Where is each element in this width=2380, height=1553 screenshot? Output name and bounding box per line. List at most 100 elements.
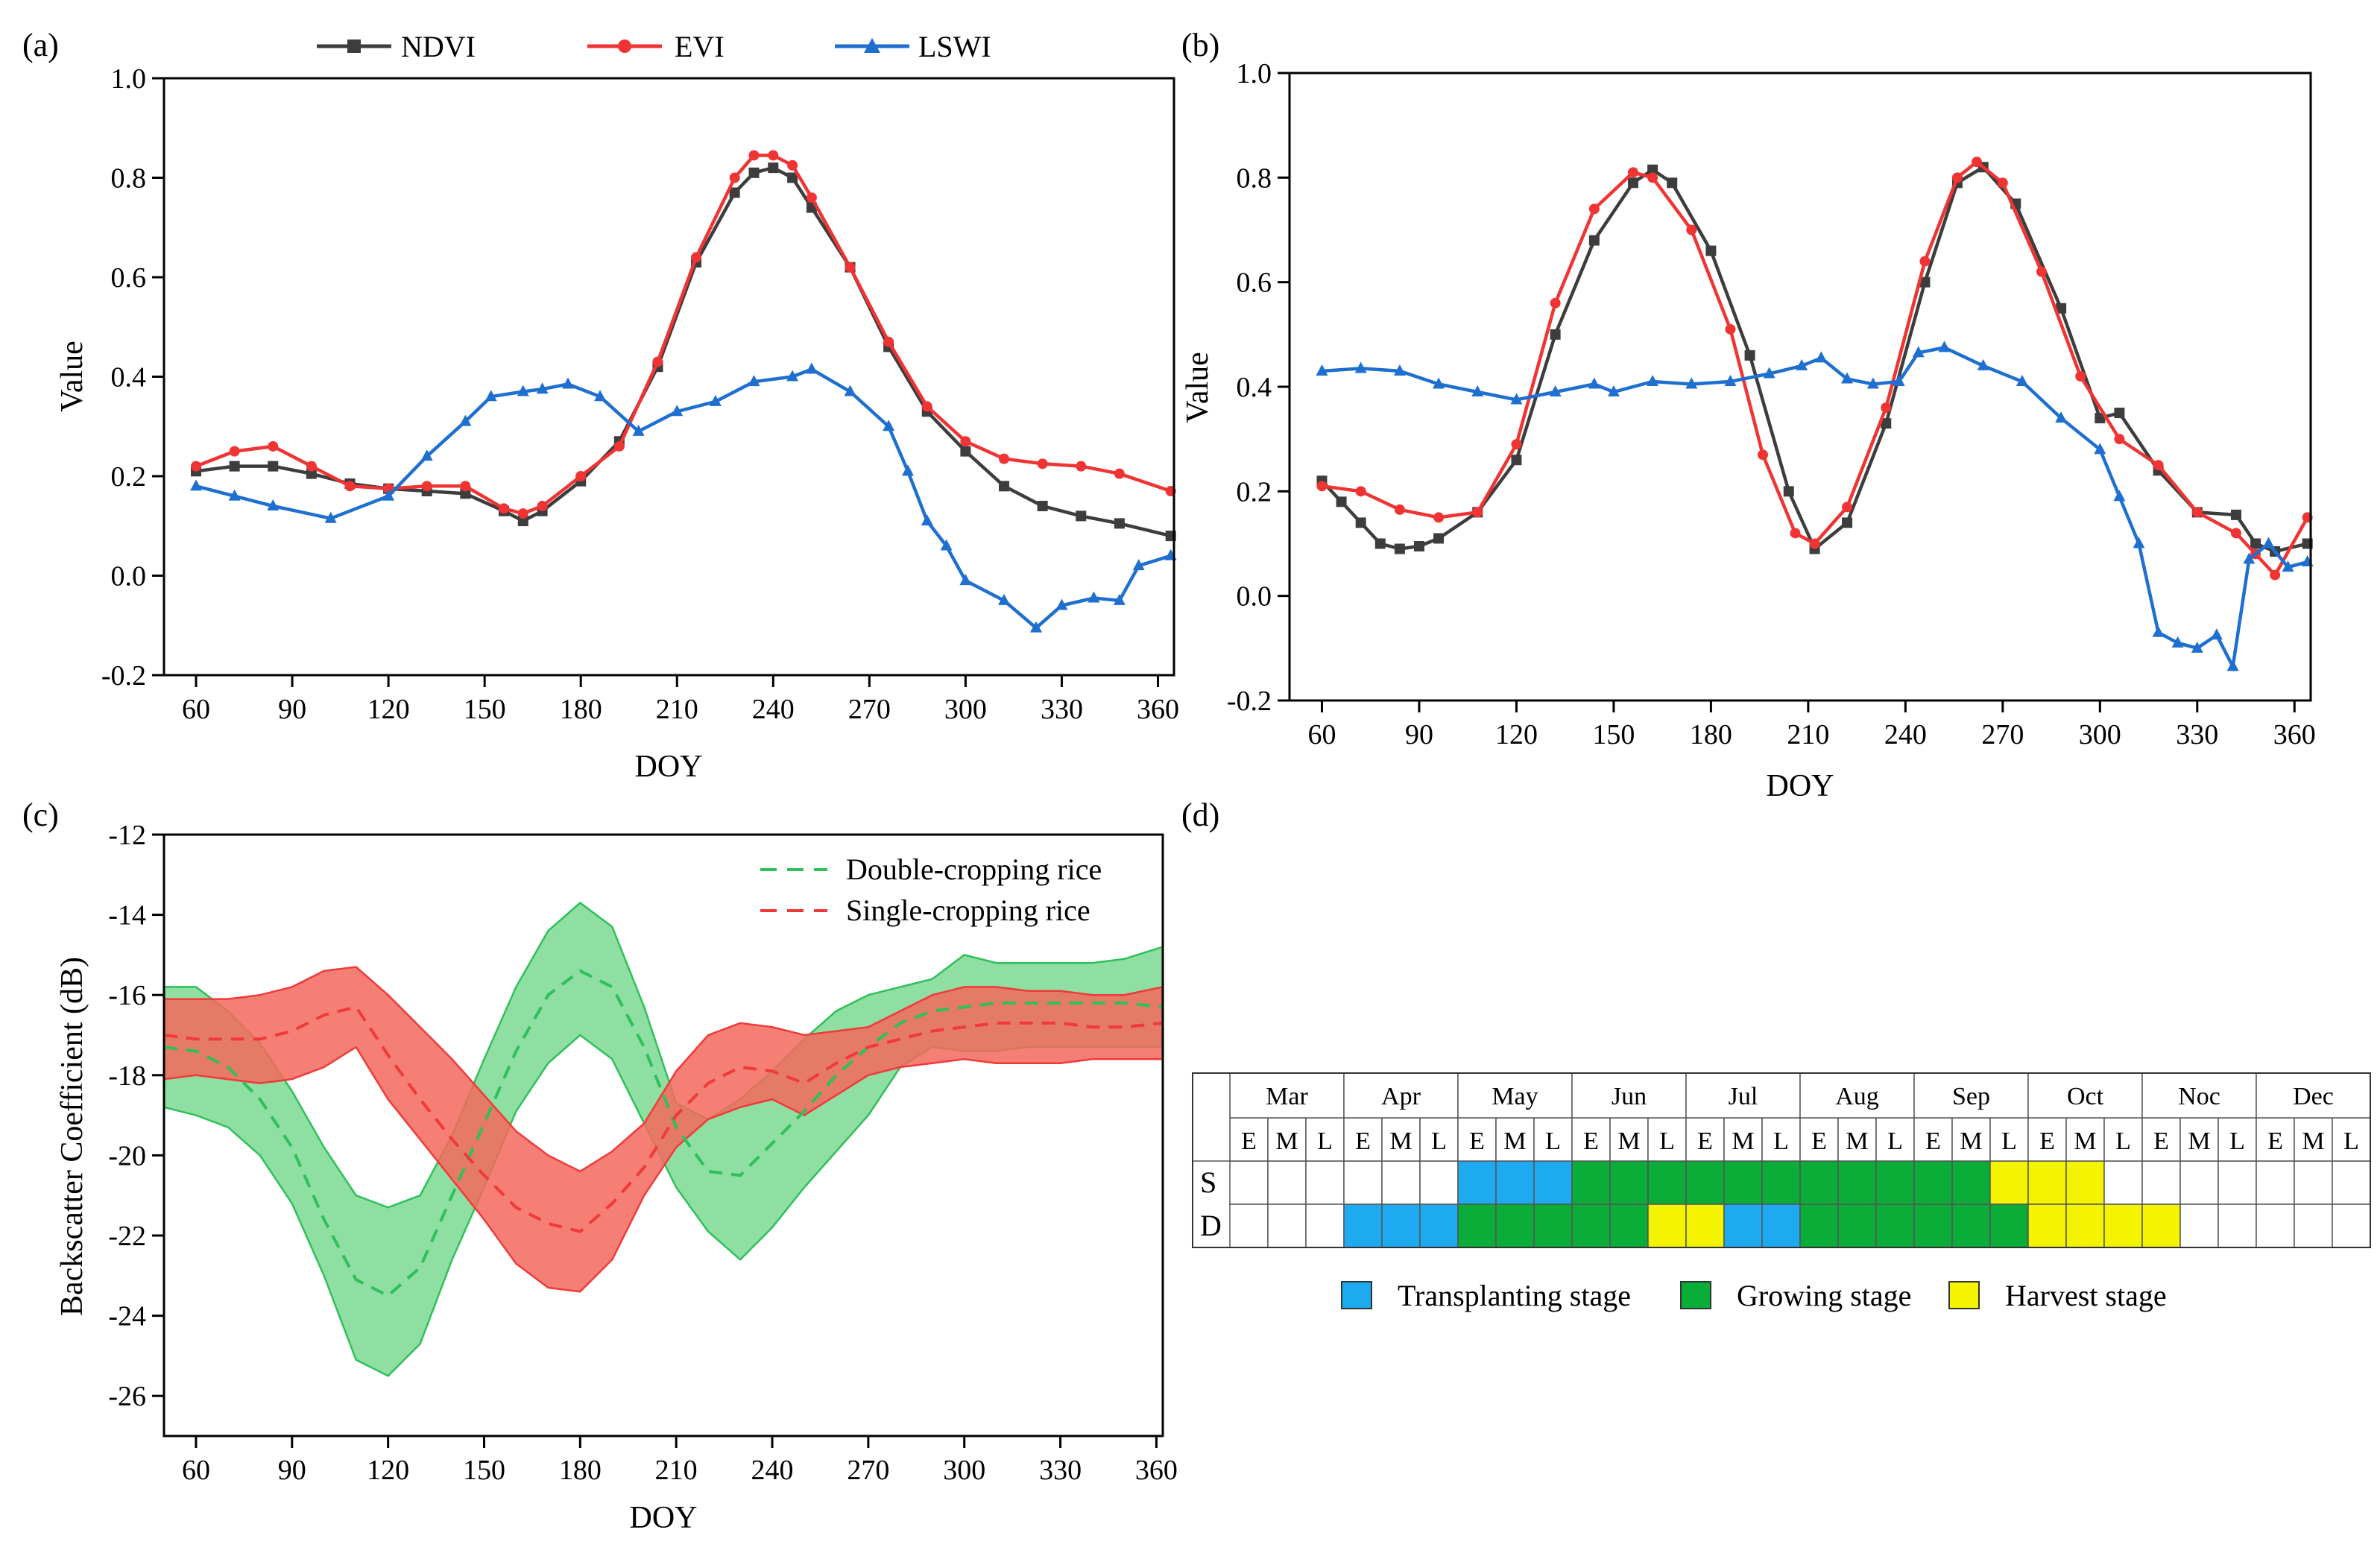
subperiod-cell-17 bbox=[1875, 1117, 1915, 1162]
point-lswi-a-12 bbox=[632, 424, 645, 436]
subperiod-cell-23 bbox=[2103, 1117, 2143, 1162]
point-ndvi-b-9 bbox=[1550, 329, 1561, 340]
subperiod-label-0: E bbox=[1241, 1127, 1257, 1155]
x-tick-label-c-9: 330 bbox=[1039, 1455, 1082, 1486]
x-tick-label-a-5: 210 bbox=[656, 694, 698, 725]
point-ndvi-b-19 bbox=[1881, 418, 1892, 429]
point-ndvi-a-7 bbox=[460, 488, 471, 499]
point-lswi-a-13 bbox=[671, 405, 684, 417]
point-evi-a-11 bbox=[575, 471, 587, 481]
x-tick-label-a-0: 60 bbox=[182, 694, 210, 725]
y-tick-label-a-1: 0.0 bbox=[111, 561, 147, 592]
point-evi-b-3 bbox=[1433, 512, 1445, 523]
calendar-cell-S-3 bbox=[1343, 1160, 1383, 1205]
point-evi-b-26 bbox=[2230, 528, 2241, 539]
calendar-cell-S-17 bbox=[1875, 1160, 1915, 1205]
point-lswi-b-7 bbox=[1588, 377, 1600, 389]
calendar-cell-D-9 bbox=[1571, 1204, 1611, 1248]
point-lswi-b-14 bbox=[1815, 351, 1828, 363]
point-lswi-b-8 bbox=[1607, 385, 1620, 397]
point-evi-a-6 bbox=[421, 481, 432, 492]
calendar-cell-D-6 bbox=[1457, 1204, 1497, 1248]
point-evi-a-1 bbox=[229, 446, 240, 457]
calendar-cell-D-19 bbox=[1951, 1204, 1991, 1248]
point-ndvi-b-11 bbox=[1628, 177, 1639, 189]
calendar-cell-S-20 bbox=[1989, 1160, 2029, 1205]
calendar-cell-S-6 bbox=[1457, 1160, 1497, 1205]
point-ndvi-a-1 bbox=[229, 461, 240, 472]
calendar-cell-D-11 bbox=[1647, 1204, 1687, 1248]
subperiod-label-28: M bbox=[2302, 1127, 2324, 1155]
point-lswi-a-19 bbox=[883, 420, 895, 431]
month-cell-5 bbox=[1799, 1072, 1915, 1119]
calendar-cell-D-21 bbox=[2027, 1204, 2067, 1248]
chart-c: 60 90 120 150 180 210 240 270 300 330 360 -26 -24 -22… bbox=[55, 820, 1178, 1535]
point-evi-b-20 bbox=[1997, 177, 2008, 189]
calendar-cell-D-7 bbox=[1495, 1204, 1535, 1248]
month-label-9: Dec bbox=[2293, 1083, 2334, 1110]
point-evi-a-14 bbox=[691, 252, 702, 263]
y-tick-label-a-5: 0.8 bbox=[111, 163, 147, 194]
point-lswi-b-6 bbox=[1549, 385, 1562, 397]
y-tick-label-c-7: -12 bbox=[108, 820, 146, 851]
point-evi-a-12 bbox=[613, 440, 625, 452]
x-axis-title-a: DOY bbox=[635, 750, 703, 784]
calendar-cell-S-10 bbox=[1609, 1160, 1649, 1205]
point-evi-a-25 bbox=[1037, 458, 1048, 469]
point-lswi-b-30 bbox=[2226, 660, 2239, 671]
calendar-cell-D-10 bbox=[1609, 1204, 1649, 1248]
point-ndvi-b-8 bbox=[1511, 455, 1522, 466]
point-evi-b-6 bbox=[1550, 297, 1561, 309]
x-axis-title-c: DOY bbox=[630, 1501, 698, 1535]
subperiod-label-4: M bbox=[1389, 1127, 1412, 1155]
point-lswi-b-24 bbox=[2113, 490, 2126, 502]
row-label-S: S bbox=[1200, 1165, 1216, 1199]
point-ndvi-a-16 bbox=[748, 167, 760, 178]
calendar-cell-S-18 bbox=[1913, 1160, 1953, 1205]
x-tick-label-c-8: 300 bbox=[943, 1455, 985, 1486]
point-lswi-a-26 bbox=[1055, 598, 1068, 610]
calendar-cell-D-12 bbox=[1685, 1204, 1725, 1248]
calendar-cell-D-3 bbox=[1343, 1204, 1383, 1248]
subperiod-label-20: L bbox=[2001, 1127, 2017, 1155]
point-ndvi-a-15 bbox=[729, 187, 740, 198]
point-ndvi-a-25 bbox=[1037, 501, 1048, 512]
point-evi-a-7 bbox=[460, 481, 471, 492]
legend-a: NDVI EVI LSWI bbox=[317, 30, 991, 63]
legend-swatch-T bbox=[1341, 1281, 1372, 1309]
point-evi-b-19 bbox=[1972, 156, 1983, 168]
point-ndvi-a-17 bbox=[768, 162, 779, 174]
subperiod-cell-18 bbox=[1913, 1117, 1953, 1162]
calendar-cell-D-2 bbox=[1305, 1204, 1345, 1248]
legend-swatch-H bbox=[1948, 1281, 1980, 1309]
subperiod-label-18: E bbox=[1925, 1127, 1941, 1155]
subperiod-label-14: L bbox=[1773, 1127, 1789, 1155]
point-ndvi-b-10 bbox=[1588, 235, 1600, 246]
month-label-1: Apr bbox=[1381, 1083, 1421, 1110]
point-evi-b-7 bbox=[1588, 203, 1600, 215]
x-tick-label-b-3: 150 bbox=[1592, 719, 1635, 750]
subperiod-label-2: L bbox=[1317, 1127, 1333, 1155]
x-axis-title-b: DOY bbox=[1767, 769, 1834, 803]
calendar-cell-D-15 bbox=[1799, 1204, 1839, 1248]
point-evi-a-4 bbox=[344, 481, 356, 492]
subperiod-cell-15 bbox=[1799, 1117, 1839, 1162]
subperiod-label-9: E bbox=[1583, 1127, 1599, 1155]
y-tick-label-b-3: 0.4 bbox=[1237, 372, 1272, 403]
x-tick-label-c-0: 60 bbox=[182, 1455, 210, 1486]
panel-label-c: (c) bbox=[22, 797, 59, 833]
point-lswi-a-2 bbox=[267, 499, 280, 511]
legend-c: Double-cropping rice Single-cropping ric… bbox=[760, 853, 1102, 927]
calendar-cell-S-5 bbox=[1419, 1160, 1459, 1205]
calendar-cell-S-29 bbox=[2332, 1160, 2371, 1205]
x-tick-label-a-3: 150 bbox=[464, 694, 506, 725]
x-tick-label-a-2: 120 bbox=[367, 694, 410, 725]
month-label-0: Mar bbox=[1266, 1083, 1308, 1110]
x-tick-label-a-4: 180 bbox=[560, 694, 602, 725]
plot-frame-a bbox=[162, 77, 1175, 677]
point-lswi-a-8 bbox=[517, 385, 529, 396]
row-label-D: D bbox=[1200, 1209, 1222, 1242]
month-cell-7 bbox=[2027, 1072, 2143, 1119]
point-lswi-a-22 bbox=[940, 539, 953, 551]
